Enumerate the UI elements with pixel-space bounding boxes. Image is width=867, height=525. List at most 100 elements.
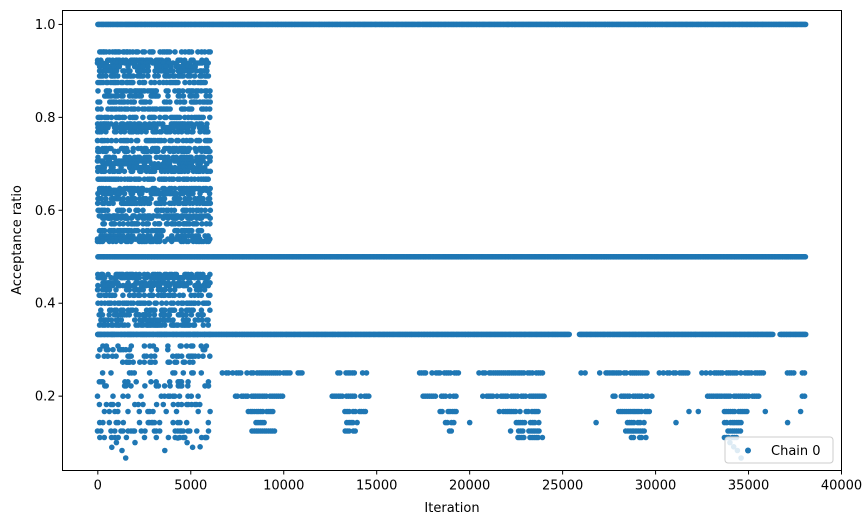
data-point <box>194 221 200 227</box>
data-point <box>138 168 144 175</box>
data-point <box>178 353 185 360</box>
data-point <box>102 168 108 175</box>
data-point <box>96 99 103 105</box>
data-point <box>190 343 196 349</box>
data-point <box>205 238 212 245</box>
data-point <box>121 168 128 175</box>
data-point <box>207 88 213 94</box>
data-point <box>128 137 134 144</box>
data-point <box>180 93 187 99</box>
data-point <box>148 287 155 293</box>
data-point <box>165 215 171 221</box>
data-point <box>108 190 115 197</box>
data-point <box>170 317 176 323</box>
data-point <box>128 238 134 245</box>
data-point <box>120 428 126 434</box>
data-point <box>111 292 118 299</box>
data-point <box>201 346 208 353</box>
data-point <box>366 393 372 400</box>
data-point <box>125 393 131 400</box>
data-point <box>593 419 599 426</box>
data-point <box>151 168 158 175</box>
data-point <box>161 137 168 144</box>
data-point <box>207 215 213 221</box>
data-point <box>113 129 119 135</box>
data-point <box>205 274 211 281</box>
data-point <box>271 428 278 434</box>
data-point <box>173 359 180 366</box>
data-point <box>135 49 141 55</box>
data-point <box>205 300 212 307</box>
y-tick-label: 0.6 <box>35 204 56 219</box>
data-point <box>156 419 163 426</box>
data-point <box>641 428 647 434</box>
data-point <box>155 383 162 389</box>
data-point <box>151 419 158 426</box>
data-point <box>138 190 145 197</box>
data-point <box>146 300 153 307</box>
data-point <box>201 287 208 293</box>
x-tick-label: 35000 <box>728 479 769 494</box>
data-point <box>801 393 808 400</box>
data-point <box>453 393 459 400</box>
data-point <box>150 408 156 415</box>
data-point <box>207 137 213 144</box>
data-point <box>188 106 195 112</box>
data-point <box>173 408 180 415</box>
data-point <box>801 370 808 376</box>
data-point <box>177 114 183 121</box>
legend: Chain 0 <box>724 436 834 464</box>
data-points <box>94 21 809 461</box>
data-point <box>685 370 691 376</box>
data-point <box>153 346 160 353</box>
data-point <box>453 408 459 415</box>
data-point <box>111 331 117 338</box>
data-point <box>175 435 181 441</box>
data-point <box>644 370 650 376</box>
data-point <box>188 137 195 144</box>
data-point <box>172 49 178 55</box>
data-point <box>97 346 103 353</box>
data-point <box>180 292 186 299</box>
data-point <box>100 419 106 426</box>
data-point <box>351 393 358 400</box>
data-point <box>168 238 175 245</box>
data-point <box>695 408 702 415</box>
data-point <box>108 317 115 323</box>
data-point <box>646 408 653 415</box>
data-point <box>207 307 213 314</box>
data-point <box>148 379 154 385</box>
data-point <box>178 401 185 408</box>
data-point <box>199 317 205 323</box>
data-point <box>124 148 131 155</box>
data-point <box>191 73 198 79</box>
data-point <box>612 393 618 400</box>
data-point <box>802 21 809 28</box>
data-point <box>207 408 213 415</box>
data-point <box>155 148 161 155</box>
x-tick-label: 5000 <box>174 479 207 494</box>
data-point <box>142 428 148 434</box>
x-tick-label: 25000 <box>542 479 583 494</box>
data-point <box>207 148 213 155</box>
data-point <box>143 129 149 135</box>
data-point <box>99 370 106 376</box>
data-point <box>115 408 121 415</box>
legend-marker <box>745 447 751 454</box>
data-point <box>507 428 514 434</box>
data-point <box>156 238 163 245</box>
data-point <box>180 428 186 434</box>
data-point <box>432 393 439 400</box>
data-point <box>153 88 160 94</box>
x-tick-label: 40000 <box>821 479 862 494</box>
data-point <box>142 383 148 389</box>
data-point <box>737 428 744 434</box>
data-point <box>165 346 171 353</box>
y-tick-label: 0.2 <box>35 390 56 405</box>
data-point <box>195 408 201 415</box>
data-point <box>190 190 196 197</box>
data-point <box>195 300 202 307</box>
data-point <box>802 331 809 338</box>
data-point <box>539 434 546 441</box>
data-point <box>173 215 180 221</box>
